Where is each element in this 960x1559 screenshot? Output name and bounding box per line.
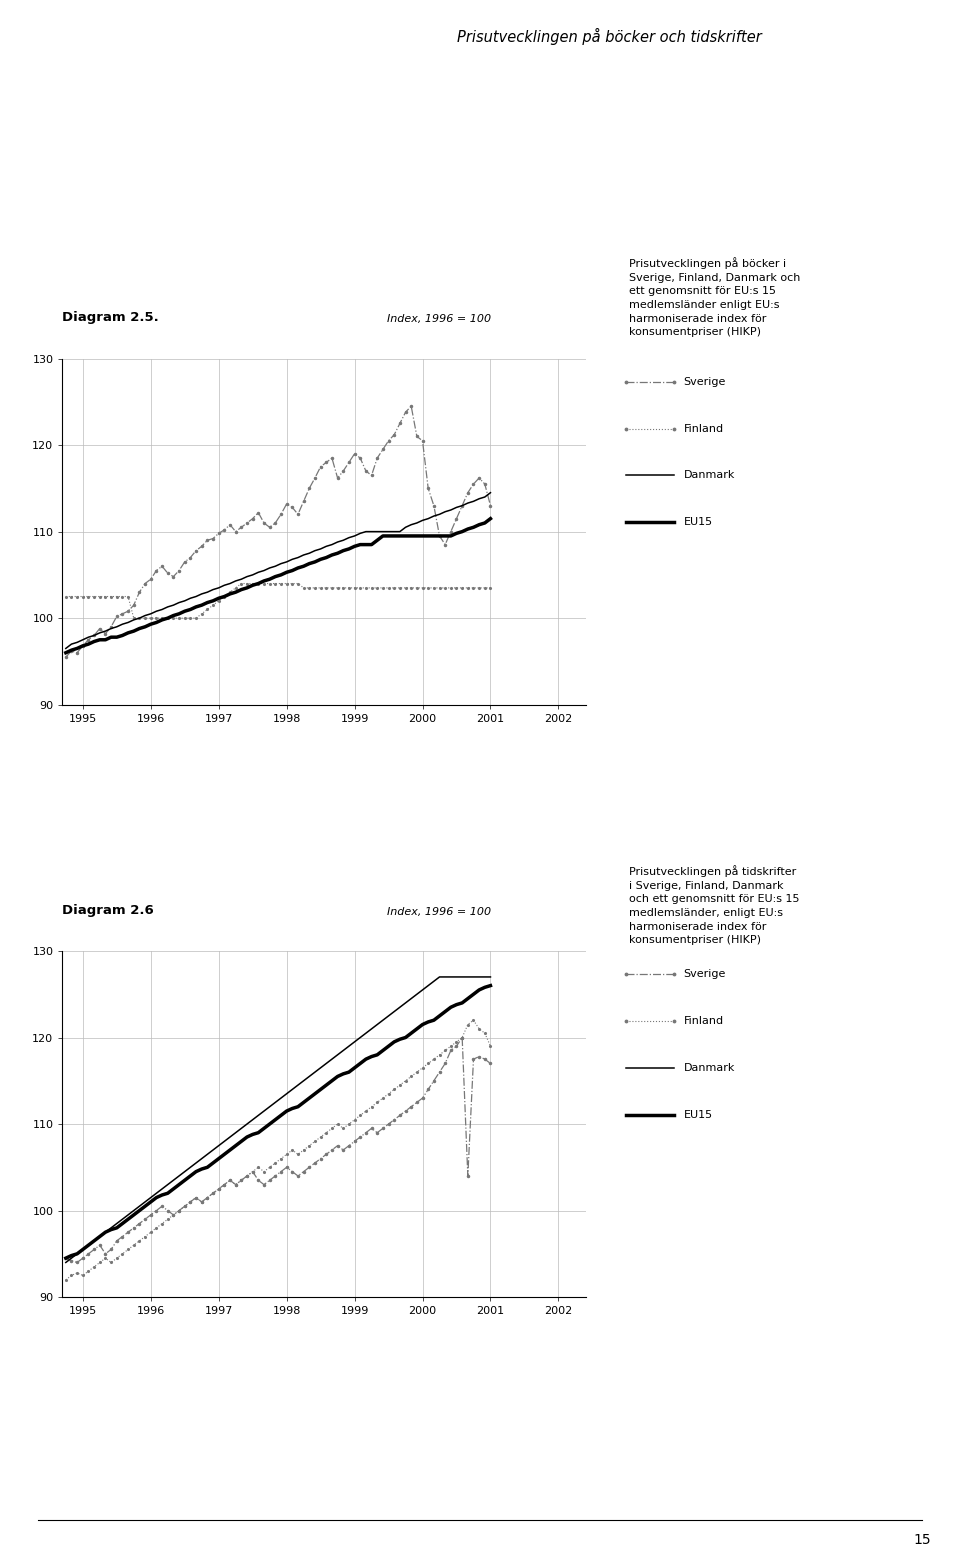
Text: Sverige: Sverige xyxy=(684,377,726,387)
Text: EU15: EU15 xyxy=(684,518,712,527)
Text: Finland: Finland xyxy=(684,424,724,433)
Text: Prisutvecklingen på böcker och tidskrifter: Prisutvecklingen på böcker och tidskrift… xyxy=(457,28,762,45)
Text: Sverige: Sverige xyxy=(684,970,726,979)
Text: 15: 15 xyxy=(914,1532,931,1547)
Text: Danmark: Danmark xyxy=(684,471,735,480)
Text: Diagram 2.5.: Diagram 2.5. xyxy=(62,312,159,324)
Text: Finland: Finland xyxy=(684,1016,724,1026)
Text: Danmark: Danmark xyxy=(684,1063,735,1073)
Text: Prisutvecklingen på böcker i
Sverige, Finland, Danmark och
ett genomsnitt för EU: Prisutvecklingen på böcker i Sverige, Fi… xyxy=(629,257,801,337)
Text: Prisutvecklingen på tidskrifter
i Sverige, Finland, Danmark
och ett genomsnitt f: Prisutvecklingen på tidskrifter i Sverig… xyxy=(629,865,800,945)
Text: EU15: EU15 xyxy=(684,1110,712,1119)
Text: Index, 1996 = 100: Index, 1996 = 100 xyxy=(387,315,492,324)
Text: Diagram 2.6: Diagram 2.6 xyxy=(62,904,155,917)
Text: Index, 1996 = 100: Index, 1996 = 100 xyxy=(387,907,492,917)
